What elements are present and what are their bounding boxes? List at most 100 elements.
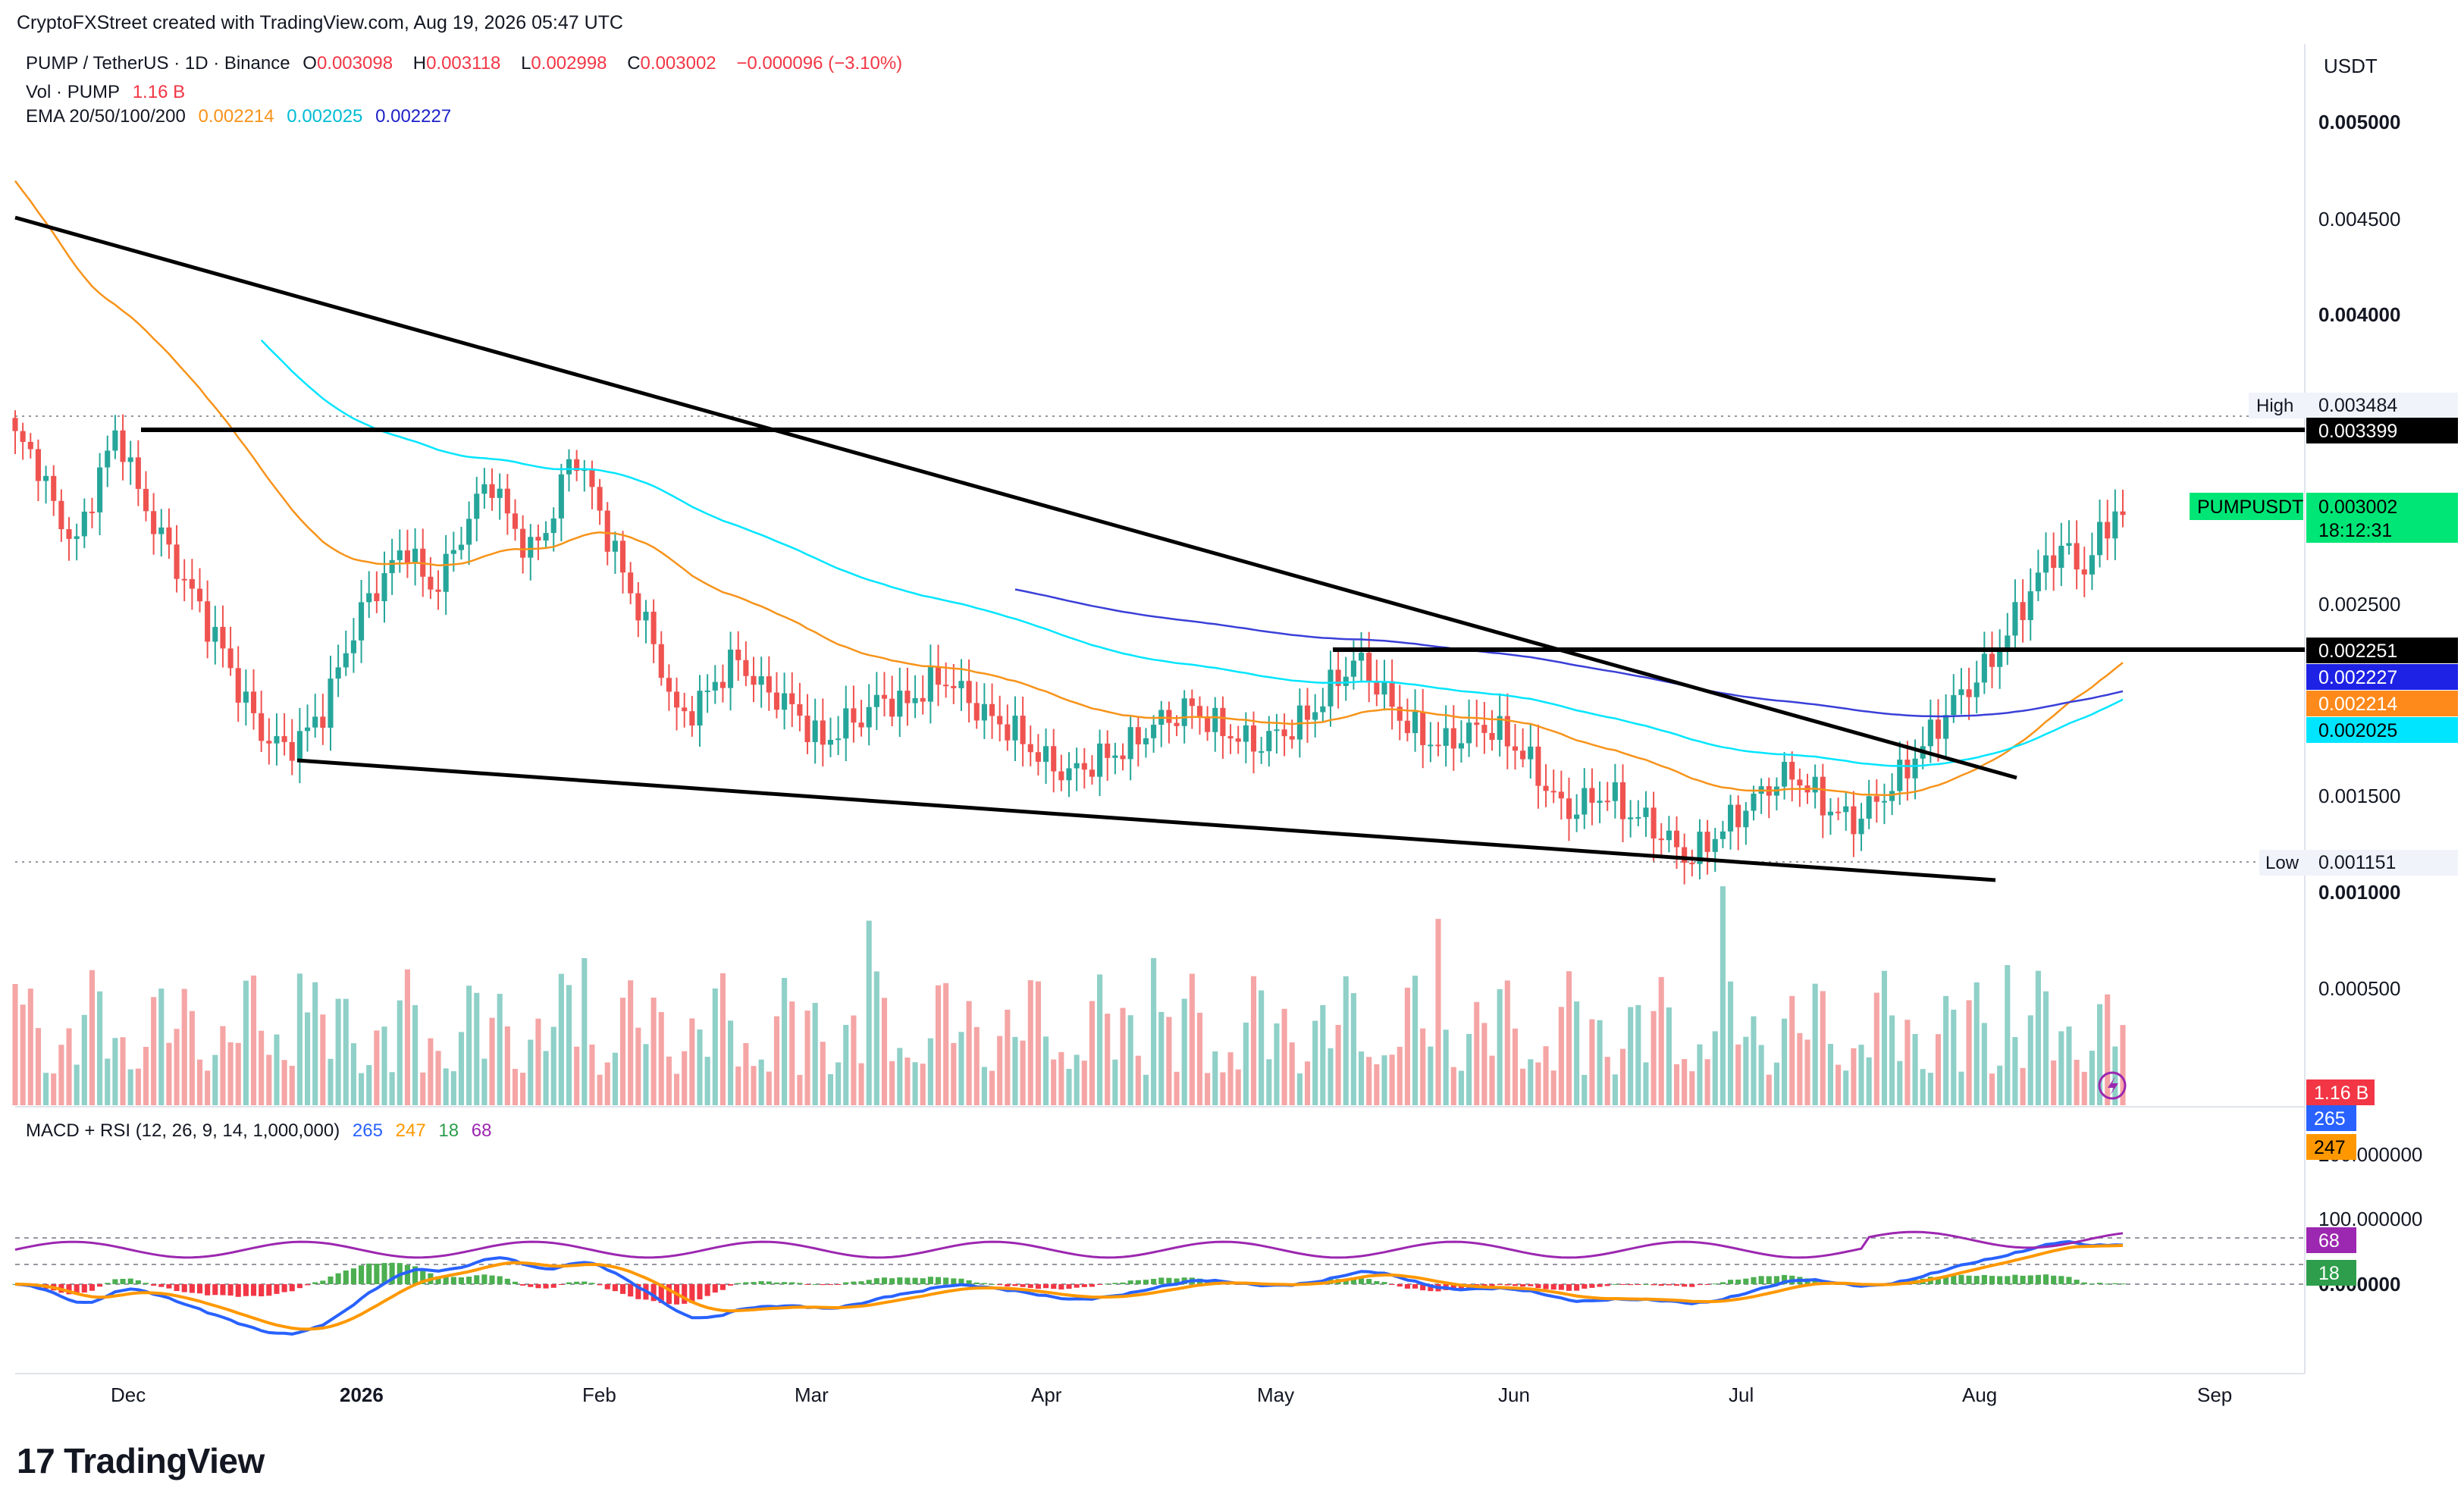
candle — [1597, 801, 1603, 803]
volume-bar — [412, 1004, 419, 1105]
volume-legend[interactable]: Vol · PUMP 1.16 B — [26, 82, 193, 103]
macd-histogram-bar — [1666, 1284, 1672, 1286]
volume-bar — [89, 970, 96, 1105]
macd-histogram-bar — [989, 1283, 995, 1285]
volume-bar — [904, 1058, 911, 1105]
volume-bar — [2042, 991, 2049, 1105]
macd-histogram-bar — [274, 1284, 280, 1294]
macd-histogram-bar — [166, 1284, 172, 1289]
resistance-badge — [2306, 418, 2458, 443]
candle — [1358, 653, 1365, 661]
candle — [843, 708, 849, 739]
tradingview-logo[interactable]: 17 TradingView — [17, 1440, 265, 1481]
volume-bar — [1904, 1020, 1911, 1105]
macd-histogram-bar — [1989, 1276, 1995, 1284]
volume-bar — [1612, 1074, 1618, 1105]
volume-bar — [1635, 1004, 1641, 1105]
candle — [1105, 743, 1111, 758]
candle — [1143, 738, 1149, 744]
candle — [1343, 676, 1349, 686]
descending-trendline[interactable] — [14, 215, 2017, 780]
candle — [1719, 831, 1726, 839]
macd-histogram-bar — [1005, 1284, 1011, 1287]
candle — [1619, 782, 1626, 819]
candle — [259, 713, 265, 741]
candle — [97, 467, 103, 512]
lower-trendline[interactable] — [296, 758, 1996, 882]
candle — [135, 457, 141, 489]
volume-bar — [958, 1032, 964, 1105]
candle — [589, 468, 595, 487]
volume-bar — [697, 1029, 703, 1105]
candle — [1151, 725, 1157, 738]
tradingview-logo-icon: 17 — [17, 1441, 55, 1480]
volume-bar — [312, 982, 318, 1105]
volume-bar — [1450, 1067, 1456, 1105]
macd-histogram-bar — [1719, 1282, 1726, 1284]
volume-bar — [866, 920, 872, 1105]
volume-bar — [1089, 1001, 1095, 1105]
volume-bar — [543, 1051, 549, 1105]
volume-bar — [1843, 1070, 1849, 1105]
high-label: High — [2256, 396, 2293, 416]
candle — [1897, 760, 1903, 791]
volume-bar — [2089, 1051, 2095, 1105]
symbol-title[interactable]: PUMP / TetherUS · 1D · Binance — [26, 53, 290, 74]
candle — [1574, 814, 1580, 819]
volume-bar — [1043, 1036, 1049, 1105]
candle — [827, 740, 834, 745]
candle — [428, 576, 434, 590]
candle — [1743, 810, 1749, 828]
macd-histogram-bar — [704, 1284, 710, 1296]
ema200-line — [1014, 588, 2124, 718]
macd-histogram-bar — [758, 1281, 764, 1284]
volume-bar — [1281, 1008, 1287, 1105]
candle — [12, 418, 18, 431]
volume-bar — [1481, 1023, 1487, 1105]
candle — [1304, 705, 1311, 720]
macd-histogram-bar — [1574, 1284, 1580, 1291]
candle — [1443, 728, 1449, 746]
macd-histogram-bar — [550, 1284, 556, 1288]
volume-bar — [1835, 1064, 1842, 1105]
volume-bar — [1404, 987, 1410, 1105]
volume-bar — [1250, 976, 1257, 1105]
ema-legend[interactable]: EMA 20/50/100/200 0.002214 0.002025 0.00… — [26, 106, 459, 127]
candle — [1074, 763, 1080, 769]
macd-legend[interactable]: MACD + RSI (12, 26, 9, 14, 1,000,000) 26… — [26, 1120, 499, 1142]
volume-bar — [789, 1001, 795, 1105]
macd-histogram-bar — [650, 1284, 657, 1302]
candle — [112, 430, 118, 451]
macd-histogram-bar — [1066, 1284, 1072, 1289]
macd-histogram-bar — [1966, 1275, 1972, 1284]
lightning-icon[interactable] — [2098, 1071, 2127, 1100]
macd-histogram-bar — [66, 1284, 72, 1295]
candle — [374, 593, 380, 602]
ema50-legend-value: 0.002025 — [287, 106, 363, 127]
volume-bar — [643, 1044, 649, 1105]
macd-histogram-bar — [450, 1277, 456, 1284]
volume-bar — [751, 1066, 757, 1105]
volume-bar — [1397, 1046, 1403, 1105]
candle — [89, 511, 96, 513]
candle — [597, 487, 603, 511]
macd-histogram-bar — [296, 1284, 303, 1289]
volume-bar — [435, 1051, 441, 1105]
volume-bar — [1005, 1009, 1011, 1105]
candle — [127, 457, 133, 462]
volume-bar — [97, 991, 103, 1105]
macd-histogram-bar — [612, 1284, 618, 1292]
candle — [697, 691, 703, 726]
candle — [35, 449, 41, 481]
macd-histogram-bar — [205, 1284, 211, 1296]
volume-bar — [1458, 1070, 1464, 1105]
macd-histogram-bar — [628, 1284, 634, 1297]
candle — [1981, 653, 1987, 683]
macd-histogram-bar — [520, 1284, 526, 1286]
volume-bar — [597, 1074, 603, 1105]
currency-label[interactable]: USDT — [2324, 55, 2378, 77]
macd-histogram-bar — [374, 1263, 380, 1284]
candle — [1512, 746, 1519, 751]
symbol-legend[interactable]: PUMP / TetherUS · 1D · Binance O0.003098… — [26, 53, 910, 74]
